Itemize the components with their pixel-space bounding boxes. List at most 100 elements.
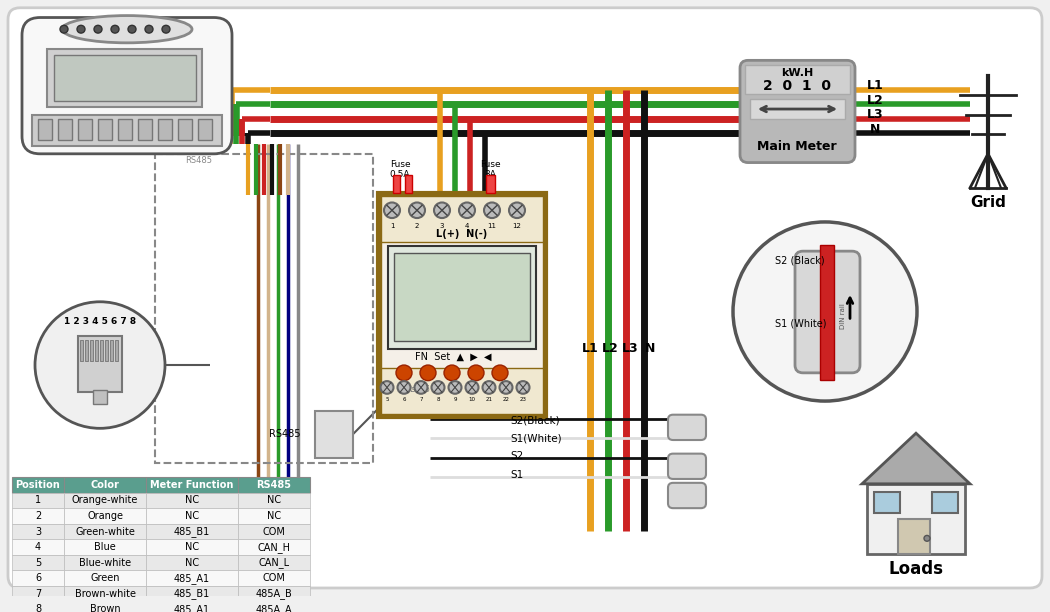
Text: S2(Black): S2(Black)	[510, 416, 560, 425]
Text: Loads: Loads	[888, 561, 944, 578]
Bar	[238, 570, 310, 586]
FancyBboxPatch shape	[740, 61, 855, 163]
Bar	[64, 555, 146, 570]
Circle shape	[410, 203, 425, 218]
Text: 4: 4	[465, 223, 469, 229]
Bar	[394, 253, 530, 341]
Bar	[64, 539, 146, 555]
Bar	[93, 390, 107, 404]
Bar	[146, 539, 238, 555]
Text: 4: 4	[35, 542, 41, 552]
Text: S1 (White): S1 (White)	[775, 318, 826, 328]
Bar	[746, 65, 851, 94]
Text: 485_A1: 485_A1	[174, 604, 210, 612]
Text: L1: L1	[866, 79, 883, 92]
Text: 3: 3	[35, 526, 41, 537]
Circle shape	[396, 365, 412, 381]
Text: L2: L2	[602, 342, 618, 355]
Text: 2: 2	[415, 223, 419, 229]
Bar	[54, 54, 196, 101]
Text: 21: 21	[485, 397, 492, 401]
Circle shape	[465, 381, 479, 394]
Text: NC: NC	[185, 495, 200, 506]
Text: Color: Color	[90, 480, 120, 490]
Text: 22: 22	[503, 397, 509, 401]
Text: CAN_L: CAN_L	[258, 557, 290, 568]
Bar	[94, 340, 98, 361]
FancyBboxPatch shape	[22, 18, 232, 154]
Bar	[315, 411, 353, 458]
Bar	[146, 602, 238, 612]
Bar	[80, 340, 83, 361]
Bar	[64, 477, 146, 493]
Text: Fuse
0.5A: Fuse 0.5A	[390, 160, 411, 179]
FancyBboxPatch shape	[668, 483, 706, 508]
Text: 8: 8	[35, 605, 41, 612]
Text: L3: L3	[866, 108, 883, 121]
Text: 6: 6	[35, 573, 41, 583]
Text: Grid: Grid	[970, 195, 1006, 210]
Bar	[238, 508, 310, 524]
Text: S1: S1	[510, 470, 523, 480]
Bar	[198, 119, 212, 140]
Text: 485A_B: 485A_B	[255, 588, 292, 599]
Bar	[64, 570, 146, 586]
Text: S1(White): S1(White)	[510, 433, 562, 443]
FancyBboxPatch shape	[668, 453, 706, 479]
Text: N: N	[869, 123, 880, 136]
Bar	[874, 491, 900, 513]
Bar	[750, 99, 845, 119]
Circle shape	[145, 25, 153, 33]
Text: 5: 5	[35, 558, 41, 568]
Bar	[78, 119, 92, 140]
Circle shape	[492, 365, 508, 381]
Text: 10: 10	[468, 397, 476, 401]
Text: Orange: Orange	[87, 511, 123, 521]
Circle shape	[415, 381, 427, 394]
Bar	[90, 340, 93, 361]
Bar	[238, 586, 310, 602]
Text: Brown: Brown	[89, 605, 121, 612]
Bar	[146, 508, 238, 524]
Text: kW.H: kW.H	[781, 68, 813, 78]
Bar	[381, 196, 543, 414]
Bar	[85, 340, 88, 361]
Circle shape	[509, 203, 525, 218]
Text: 12: 12	[512, 223, 522, 229]
Bar	[146, 524, 238, 539]
Circle shape	[434, 203, 450, 218]
Bar	[58, 119, 72, 140]
Bar	[64, 586, 146, 602]
Bar	[486, 175, 495, 193]
Text: CAN_H: CAN_H	[257, 542, 291, 553]
Bar	[388, 246, 536, 348]
Text: NC: NC	[185, 558, 200, 568]
Text: 485_A1: 485_A1	[174, 573, 210, 584]
Bar	[12, 524, 64, 539]
Text: NC: NC	[267, 511, 281, 521]
Text: L3: L3	[622, 342, 638, 355]
Circle shape	[733, 222, 917, 401]
Bar	[105, 340, 108, 361]
Bar	[867, 484, 965, 554]
Bar	[238, 602, 310, 612]
Bar	[932, 491, 958, 513]
Bar	[381, 368, 543, 414]
Text: NC: NC	[185, 511, 200, 521]
Bar	[146, 477, 238, 493]
Circle shape	[459, 203, 475, 218]
Text: 485_B1: 485_B1	[174, 526, 210, 537]
Text: 11: 11	[487, 223, 497, 229]
Bar	[433, 386, 461, 395]
Text: 6: 6	[402, 397, 405, 401]
Bar	[12, 539, 64, 555]
Bar	[32, 115, 222, 146]
Circle shape	[448, 381, 462, 394]
Text: Fuse
3A: Fuse 3A	[480, 160, 500, 179]
Text: 8: 8	[436, 397, 440, 401]
Text: 9: 9	[454, 397, 457, 401]
FancyBboxPatch shape	[795, 251, 860, 373]
Text: 1 2 3 4 5 6 7 8: 1 2 3 4 5 6 7 8	[64, 317, 136, 326]
Bar	[378, 193, 546, 417]
Text: DIN rail: DIN rail	[840, 304, 846, 329]
